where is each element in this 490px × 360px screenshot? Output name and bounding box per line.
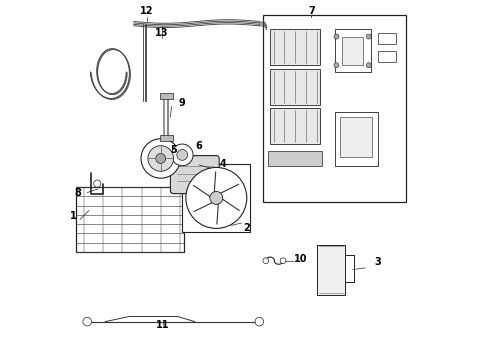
Circle shape xyxy=(172,144,193,166)
Text: 6: 6 xyxy=(195,141,202,151)
Text: 8: 8 xyxy=(75,188,82,198)
Bar xyxy=(317,244,345,295)
Text: 3: 3 xyxy=(374,257,381,267)
Text: 2: 2 xyxy=(244,224,250,233)
Circle shape xyxy=(83,318,92,326)
Circle shape xyxy=(334,63,339,68)
Circle shape xyxy=(255,318,264,326)
Bar xyxy=(160,93,172,99)
Circle shape xyxy=(280,258,286,264)
FancyBboxPatch shape xyxy=(171,156,219,194)
Bar xyxy=(335,112,378,166)
Circle shape xyxy=(210,192,223,204)
Circle shape xyxy=(177,149,188,160)
Text: 1: 1 xyxy=(70,211,76,221)
Text: 4: 4 xyxy=(220,159,227,169)
Bar xyxy=(270,108,320,144)
Bar xyxy=(263,15,406,202)
Bar xyxy=(270,30,320,65)
Circle shape xyxy=(186,167,247,228)
Circle shape xyxy=(156,154,166,163)
Circle shape xyxy=(263,258,269,264)
Bar xyxy=(270,69,320,105)
Bar xyxy=(269,151,322,166)
Circle shape xyxy=(334,34,339,39)
Bar xyxy=(342,37,364,65)
Bar xyxy=(182,164,250,232)
Text: 11: 11 xyxy=(156,320,169,330)
Text: 9: 9 xyxy=(179,98,186,108)
Bar xyxy=(335,30,370,72)
Circle shape xyxy=(366,34,371,39)
Bar xyxy=(378,51,395,62)
Text: 13: 13 xyxy=(155,28,169,38)
Text: 10: 10 xyxy=(294,254,307,264)
Circle shape xyxy=(141,139,180,178)
Bar xyxy=(340,117,372,157)
Bar xyxy=(378,33,395,44)
Circle shape xyxy=(148,146,173,171)
Bar xyxy=(76,187,184,252)
Circle shape xyxy=(366,63,371,68)
Bar xyxy=(160,135,172,140)
Text: 7: 7 xyxy=(308,6,315,16)
Circle shape xyxy=(94,180,101,187)
Text: 12: 12 xyxy=(140,6,153,16)
Text: 5: 5 xyxy=(170,144,177,154)
